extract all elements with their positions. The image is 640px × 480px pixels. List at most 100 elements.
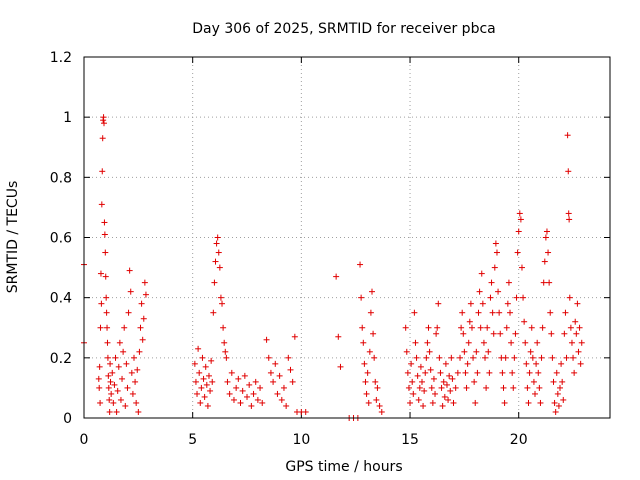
x-tick-label: 15	[401, 432, 419, 448]
data-point	[407, 399, 414, 406]
data-point	[263, 336, 270, 343]
data-point	[103, 309, 110, 316]
data-point	[564, 132, 571, 139]
data-point	[265, 354, 272, 361]
data-point	[376, 402, 383, 409]
data-point	[430, 375, 437, 382]
data-point	[410, 390, 417, 397]
data-point	[577, 360, 584, 367]
data-point	[96, 384, 103, 391]
data-point	[492, 240, 499, 247]
data-point	[500, 384, 507, 391]
data-point	[553, 369, 560, 376]
data-point	[102, 249, 109, 256]
data-point	[518, 264, 525, 271]
data-point	[546, 279, 553, 286]
x-tick-labels: 0 5 10 15 20	[80, 432, 528, 448]
data-point	[403, 348, 410, 355]
data-point	[106, 408, 113, 415]
data-point	[254, 396, 261, 403]
data-point	[517, 216, 524, 223]
data-point	[374, 384, 381, 391]
data-point	[522, 339, 529, 346]
data-point	[274, 390, 281, 397]
data-point	[98, 300, 105, 307]
data-point	[333, 273, 340, 280]
data-point	[496, 309, 503, 316]
data-point	[549, 354, 556, 361]
data-point	[107, 360, 114, 367]
data-point	[537, 399, 544, 406]
data-point	[408, 360, 415, 367]
data-point	[128, 369, 135, 376]
data-point	[458, 324, 465, 331]
data-point	[449, 375, 456, 382]
data-point	[465, 339, 472, 346]
data-point	[526, 369, 533, 376]
data-point	[368, 288, 375, 295]
data-point	[367, 309, 374, 316]
data-point	[370, 330, 377, 337]
data-point	[542, 234, 549, 241]
data-point	[97, 324, 104, 331]
data-point	[426, 348, 433, 355]
data-point	[135, 408, 142, 415]
data-point	[205, 372, 212, 379]
y-tick-label: 1	[63, 110, 72, 126]
data-point	[550, 378, 557, 385]
data-point	[511, 354, 518, 361]
data-point	[443, 381, 450, 388]
data-point	[445, 396, 452, 403]
x-tick-label: 10	[292, 432, 310, 448]
data-point	[104, 354, 111, 361]
data-point	[425, 324, 432, 331]
data-point	[110, 399, 117, 406]
data-point	[528, 324, 535, 331]
data-point	[97, 270, 104, 277]
data-point	[99, 168, 106, 175]
data-point	[124, 384, 131, 391]
data-point	[446, 372, 453, 379]
data-point	[534, 339, 541, 346]
data-point	[421, 387, 428, 394]
data-point	[417, 363, 424, 370]
data-point	[503, 324, 510, 331]
data-point	[435, 300, 442, 307]
data-point	[536, 384, 543, 391]
data-point	[520, 294, 527, 301]
data-point	[105, 384, 112, 391]
data-point	[427, 366, 434, 373]
data-point	[378, 408, 385, 415]
data-point	[468, 324, 475, 331]
data-point	[452, 384, 459, 391]
data-point	[512, 330, 519, 337]
data-point	[529, 354, 536, 361]
data-point	[420, 402, 427, 409]
data-point	[111, 381, 118, 388]
data-point	[191, 360, 198, 367]
data-point	[212, 258, 219, 265]
data-point	[566, 294, 573, 301]
data-point	[482, 354, 489, 361]
data-point	[101, 231, 108, 238]
data-point	[373, 396, 380, 403]
data-point	[359, 324, 366, 331]
data-point	[554, 390, 561, 397]
data-point	[454, 369, 461, 376]
data-point	[120, 348, 127, 355]
data-point	[285, 354, 292, 361]
data-point	[489, 309, 496, 316]
data-point	[235, 375, 242, 382]
data-point	[357, 261, 364, 268]
data-point	[508, 339, 515, 346]
data-point	[233, 384, 240, 391]
data-point	[563, 354, 570, 361]
y-tick-label: 0.4	[50, 291, 72, 307]
data-point	[575, 348, 582, 355]
data-point	[532, 390, 539, 397]
y-tick-labels: 0 0.2 0.4 0.6 0.8 1 1.2	[50, 50, 72, 427]
data-point	[477, 324, 484, 331]
x-tick-label: 5	[188, 432, 197, 448]
data-point	[140, 315, 147, 322]
data-point	[106, 396, 113, 403]
